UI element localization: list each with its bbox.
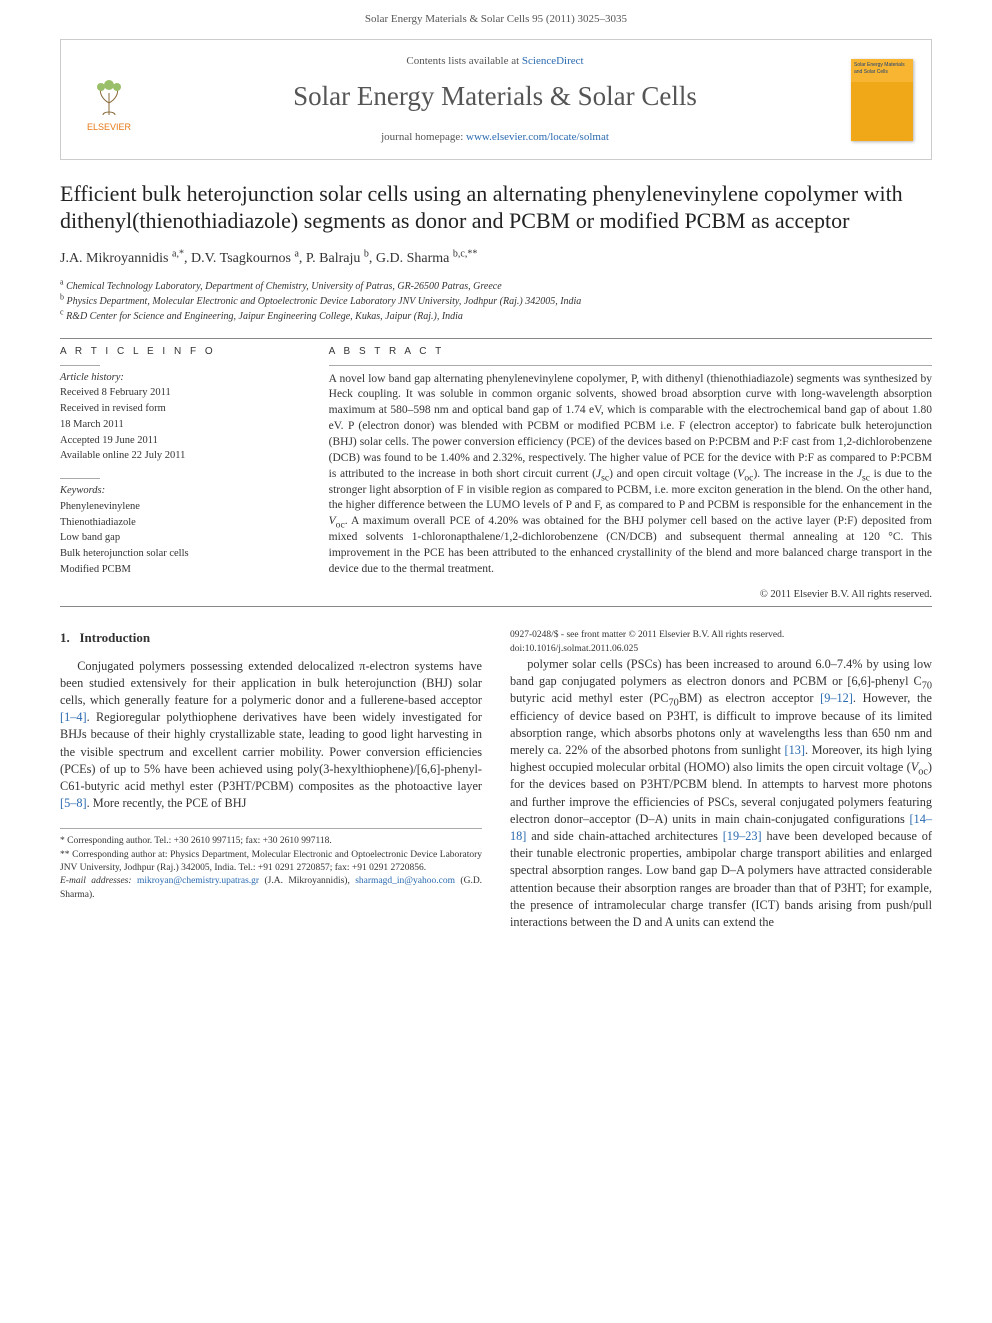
- publisher-logo: ELSEVIER: [79, 66, 139, 134]
- elsevier-tree-icon: [87, 75, 131, 119]
- affiliation-line: c R&D Center for Science and Engineering…: [60, 309, 932, 324]
- citation-link[interactable]: [19–23]: [723, 829, 762, 843]
- author-list: J.A. Mikroyannidis a,*, D.V. Tsagkournos…: [60, 249, 932, 269]
- article-title: Efficient bulk heterojunction solar cell…: [60, 180, 932, 235]
- divider: [60, 606, 932, 607]
- history-label: Article history:: [60, 372, 124, 383]
- front-matter-line: 0927-0248/$ - see front matter © 2011 El…: [510, 629, 932, 642]
- history-line: Accepted 19 June 2011: [60, 433, 295, 449]
- keyword: Bulk heterojunction solar cells: [60, 546, 295, 562]
- history-line: Received in revised form: [60, 401, 295, 417]
- keyword: Phenylenevinylene: [60, 499, 295, 515]
- section-heading-introduction: 1. Introduction: [60, 629, 482, 647]
- running-head: Solar Energy Materials & Solar Cells 95 …: [0, 0, 992, 31]
- journal-homepage-line: journal homepage: www.elsevier.com/locat…: [157, 130, 833, 145]
- keyword: Low band gap: [60, 530, 295, 546]
- journal-homepage-link[interactable]: www.elsevier.com/locate/solmat: [466, 131, 609, 143]
- section-number: 1.: [60, 630, 70, 645]
- divider: [60, 338, 932, 339]
- abstract-heading: A B S T R A C T: [329, 345, 932, 359]
- footnote-corr-2: ** Corresponding author at: Physics Depa…: [60, 849, 482, 876]
- email-who-1: (J.A. Mikroyannidis),: [264, 876, 349, 886]
- affiliation-line: b Physics Department, Molecular Electron…: [60, 294, 932, 309]
- citation-link[interactable]: [9–12]: [820, 691, 853, 705]
- contents-prefix: Contents lists available at: [406, 55, 521, 67]
- abstract-text: A novel low band gap alternating phenyle…: [329, 372, 932, 578]
- body-paragraph: polymer solar cells (PSCs) has been incr…: [510, 656, 932, 931]
- homepage-prefix: journal homepage:: [381, 131, 466, 143]
- keyword: Modified PCBM: [60, 562, 295, 578]
- doi-line: doi:10.1016/j.solmat.2011.06.025: [510, 643, 932, 656]
- affiliations: a Chemical Technology Laboratory, Depart…: [60, 279, 932, 324]
- keywords-block: Keywords: PhenylenevinyleneThienothiadia…: [60, 478, 295, 578]
- citation-link[interactable]: [13]: [785, 743, 806, 757]
- corresponding-author-footnotes: * Corresponding author. Tel.: +30 2610 9…: [60, 828, 482, 901]
- journal-name: Solar Energy Materials & Solar Cells: [157, 78, 833, 116]
- publisher-name: ELSEVIER: [87, 121, 131, 134]
- history-line: Available online 22 July 2011: [60, 448, 295, 464]
- body-columns: 1. Introduction Conjugated polymers poss…: [60, 629, 932, 931]
- contents-available-line: Contents lists available at ScienceDirec…: [157, 54, 833, 69]
- email-link-2[interactable]: sharmagd_in@yahoo.com: [355, 876, 455, 886]
- journal-cover-thumbnail: Solar Energy Materials and Solar Cells: [851, 59, 913, 141]
- footer-meta: 0927-0248/$ - see front matter © 2011 El…: [510, 629, 932, 656]
- affiliation-line: a Chemical Technology Laboratory, Depart…: [60, 279, 932, 294]
- keyword: Thienothiadiazole: [60, 515, 295, 531]
- body-paragraph: Conjugated polymers possessing extended …: [60, 658, 482, 813]
- keywords-label: Keywords:: [60, 485, 105, 496]
- sciencedirect-link[interactable]: ScienceDirect: [522, 55, 584, 67]
- history-line: Received 8 February 2011: [60, 385, 295, 401]
- section-title: Introduction: [80, 630, 151, 645]
- email-link-1[interactable]: mikroyan@chemistry.upatras.gr: [137, 876, 259, 886]
- footnote-emails: E-mail addresses: mikroyan@chemistry.upa…: [60, 875, 482, 902]
- history-line: 18 March 2011: [60, 417, 295, 433]
- footnote-corr-1: * Corresponding author. Tel.: +30 2610 9…: [60, 835, 482, 848]
- article-info-heading: A R T I C L E I N F O: [60, 345, 295, 359]
- article-history: Article history: Received 8 February 201…: [60, 365, 295, 465]
- abstract-copyright: © 2011 Elsevier B.V. All rights reserved…: [329, 588, 932, 603]
- citation-link[interactable]: [14–18]: [510, 812, 932, 843]
- email-label: E-mail addresses:: [60, 876, 132, 886]
- journal-masthead: ELSEVIER Contents lists available at Sci…: [60, 39, 932, 160]
- citation-link[interactable]: [1–4]: [60, 710, 87, 724]
- citation-link[interactable]: [5–8]: [60, 796, 87, 810]
